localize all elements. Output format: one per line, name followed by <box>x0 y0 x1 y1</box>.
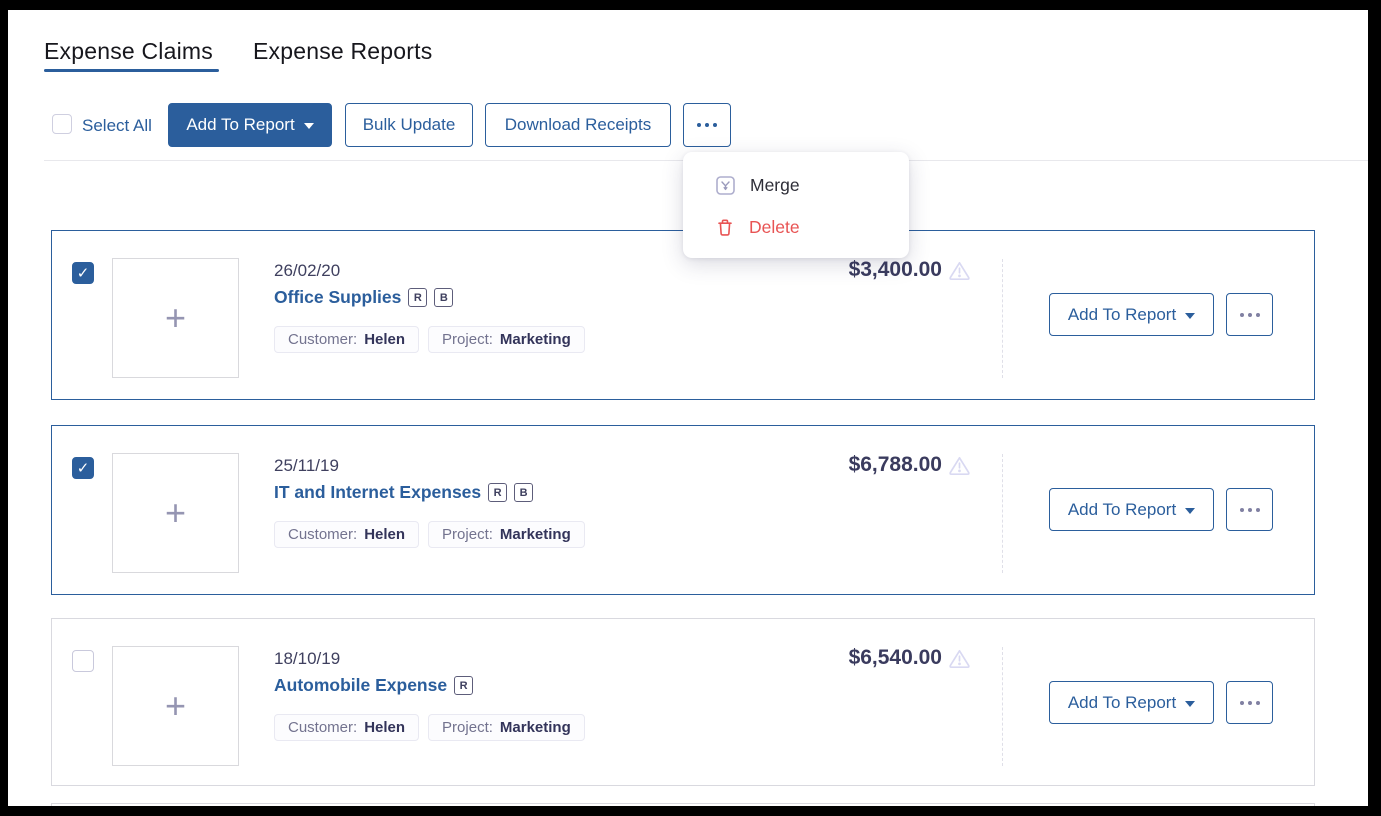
category-label: Automobile Expense <box>274 675 448 695</box>
expense-card: + 25/11/19 IT and Internet Expenses R B … <box>51 425 1315 595</box>
category-label: Office Supplies <box>274 287 402 307</box>
actions-dropdown-menu: Merge Delete <box>683 152 909 258</box>
ellipsis-icon <box>1239 312 1260 317</box>
reimbursable-badge: R <box>488 483 508 502</box>
category-label: IT and Internet Expenses <box>274 482 482 502</box>
customer-label: Customer: <box>288 719 358 736</box>
project-pill: Project: Marketing <box>428 714 585 741</box>
row-checkbox[interactable] <box>72 262 94 284</box>
expense-date: 18/10/19 <box>274 649 341 668</box>
tag-pills: Customer: Helen Project: Marketing <box>274 714 585 741</box>
expense-date: 25/11/19 <box>274 456 339 475</box>
row-more-button[interactable] <box>1226 488 1273 531</box>
tag-pills: Customer: Helen Project: Marketing <box>274 326 585 353</box>
warning-icon <box>949 456 970 476</box>
project-value: Marketing <box>499 526 571 543</box>
trash-icon <box>718 219 732 236</box>
bulk-update-button[interactable]: Bulk Update <box>345 103 473 147</box>
customer-label: Customer: <box>288 331 358 348</box>
plus-icon: + <box>164 297 187 338</box>
reimbursable-badge: R <box>408 288 428 307</box>
receipt-thumbnail[interactable]: + <box>112 453 239 573</box>
project-value: Marketing <box>499 331 571 348</box>
plus-icon: + <box>164 685 187 726</box>
expense-amount: $6,788.00 <box>848 453 942 476</box>
customer-pill: Customer: Helen <box>274 326 420 353</box>
billable-badge: B <box>434 288 454 307</box>
warning-icon <box>949 649 970 669</box>
row-checkbox[interactable] <box>72 650 94 672</box>
tag-pills: Customer: Helen Project: Marketing <box>274 521 585 548</box>
expense-category-link[interactable]: Office Supplies R B <box>274 287 454 308</box>
customer-pill: Customer: Helen <box>274 521 420 548</box>
row-checkbox[interactable] <box>72 457 94 479</box>
row-add-to-report-label: Add To Report <box>1067 692 1177 712</box>
chevron-down-icon <box>1185 312 1196 319</box>
expense-date: 26/02/20 <box>274 261 341 280</box>
delete-label: Delete <box>749 216 800 237</box>
project-label: Project: <box>442 331 493 348</box>
customer-value: Helen <box>364 331 406 348</box>
expense-amount: $3,400.00 <box>848 258 942 281</box>
bulk-update-label: Bulk Update <box>362 115 456 134</box>
chevron-down-icon <box>1185 700 1196 707</box>
add-to-report-label: Add To Report <box>186 115 295 134</box>
expense-amount: $6,540.00 <box>848 646 942 669</box>
expense-card: + 26/02/20 Office Supplies R B Customer:… <box>51 230 1315 400</box>
expense-category-link[interactable]: Automobile Expense R <box>274 675 474 696</box>
project-value: Marketing <box>499 719 571 736</box>
ellipsis-icon <box>697 123 717 127</box>
row-add-to-report-label: Add To Report <box>1067 304 1177 324</box>
screen-frame <box>1368 0 1381 816</box>
project-label: Project: <box>442 526 493 543</box>
expense-category-link[interactable]: IT and Internet Expenses R B <box>274 482 534 503</box>
receipt-thumbnail[interactable]: + <box>112 258 239 378</box>
expense-card: + 18/10/19 Automobile Expense R Customer… <box>51 618 1315 786</box>
active-tab-underline <box>44 69 219 72</box>
dashed-divider <box>1002 259 1003 378</box>
screen-frame <box>0 0 8 816</box>
screen-frame <box>0 0 1381 10</box>
more-actions-button[interactable] <box>683 103 731 147</box>
download-receipts-button[interactable]: Download Receipts <box>485 103 671 147</box>
merge-label: Merge <box>750 174 800 195</box>
reimbursable-badge: R <box>454 676 474 695</box>
select-all-checkbox[interactable] <box>52 114 72 134</box>
project-pill: Project: Marketing <box>428 521 585 548</box>
customer-pill: Customer: Helen <box>274 714 420 741</box>
tab-expense-reports[interactable]: Expense Reports <box>253 38 433 64</box>
chevron-down-icon <box>303 123 314 129</box>
row-more-button[interactable] <box>1226 681 1273 724</box>
row-add-to-report-button[interactable]: Add To Report <box>1049 293 1214 336</box>
menu-item-delete[interactable]: Delete <box>683 206 909 248</box>
tab-expense-claims[interactable]: Expense Claims <box>44 38 213 64</box>
row-add-to-report-button[interactable]: Add To Report <box>1049 681 1214 724</box>
customer-value: Helen <box>364 719 406 736</box>
merge-icon <box>716 175 735 195</box>
menu-item-merge[interactable]: Merge <box>683 164 909 206</box>
plus-icon: + <box>164 492 187 533</box>
row-more-button[interactable] <box>1226 293 1273 336</box>
warning-icon <box>949 261 970 281</box>
screen-frame <box>0 806 1381 816</box>
ellipsis-icon <box>1239 700 1260 705</box>
project-pill: Project: Marketing <box>428 326 585 353</box>
row-add-to-report-button[interactable]: Add To Report <box>1049 488 1214 531</box>
billable-badge: B <box>514 483 534 502</box>
select-all-label[interactable]: Select All <box>82 116 152 135</box>
dashed-divider <box>1002 454 1003 573</box>
chevron-down-icon <box>1185 507 1196 514</box>
download-receipts-label: Download Receipts <box>504 115 652 134</box>
ellipsis-icon <box>1239 507 1260 512</box>
add-to-report-button[interactable]: Add To Report <box>168 103 332 147</box>
customer-label: Customer: <box>288 526 358 543</box>
row-add-to-report-label: Add To Report <box>1067 499 1177 519</box>
dashed-divider <box>1002 647 1003 766</box>
receipt-thumbnail[interactable]: + <box>112 646 239 766</box>
project-label: Project: <box>442 719 493 736</box>
customer-value: Helen <box>364 526 406 543</box>
